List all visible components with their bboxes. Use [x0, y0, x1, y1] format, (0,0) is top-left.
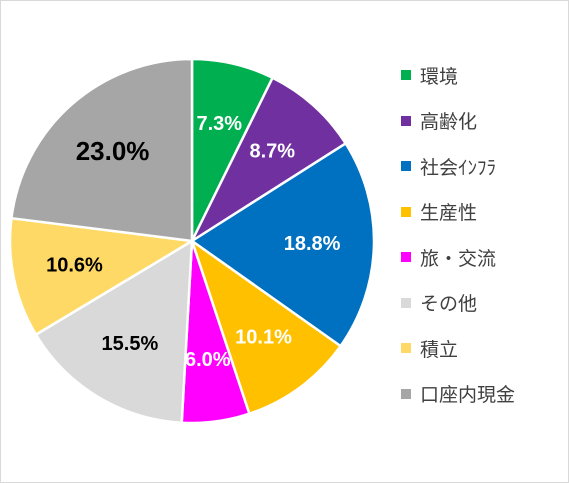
legend-item-6: その他: [401, 291, 477, 315]
legend-label: 生産性: [420, 202, 478, 224]
legend-swatch: [401, 206, 411, 217]
legend-swatch: [401, 297, 411, 308]
data-label-6: 15.5%: [102, 333, 159, 355]
legend-label: 旅・交流: [420, 247, 497, 270]
legend-label: 社会ｲﾝﾌﾗ: [420, 156, 497, 179]
data-label-2: 8.7%: [249, 141, 295, 163]
legend-item-5: 旅・交流: [401, 245, 497, 270]
pie-slice-2: [190, 76, 347, 243]
legend-item-2: 高齢化: [401, 109, 477, 133]
legend-swatch: [401, 115, 411, 126]
legend-item-1: 環境: [401, 63, 459, 88]
data-label-8: 23.0%: [76, 136, 150, 166]
data-label-4: 10.1%: [235, 327, 292, 349]
legend-label: 口座内現金: [420, 384, 516, 406]
legend-label: 高齢化: [420, 111, 478, 133]
legend-label: その他: [420, 293, 478, 315]
legend-item-3: 社会ｲﾝﾌﾗ: [401, 154, 497, 179]
pie-slice-7: [8, 216, 194, 336]
pie-slice-6: [34, 239, 194, 424]
data-label-7: 10.6%: [46, 255, 103, 277]
data-label-5: 6.0%: [185, 349, 231, 371]
legend-swatch: [401, 343, 411, 353]
legend-label: 環境: [420, 65, 459, 88]
legend-item-4: 生産性: [401, 200, 477, 224]
legend-swatch: [401, 70, 411, 80]
pie-slice-8: [10, 57, 194, 243]
legend-item-7: 積立: [401, 336, 459, 361]
legend-swatch: [401, 388, 411, 399]
pie-slice-4: [190, 239, 342, 415]
legend-item-8: 口座内現金: [401, 382, 515, 406]
data-label-1: 7.3%: [197, 113, 243, 135]
pie-slice-3: [190, 142, 376, 348]
legend-swatch: [401, 161, 411, 171]
data-label-3: 18.8%: [284, 233, 341, 255]
legend-swatch: [401, 252, 411, 262]
legend-label: 積立: [420, 338, 459, 361]
